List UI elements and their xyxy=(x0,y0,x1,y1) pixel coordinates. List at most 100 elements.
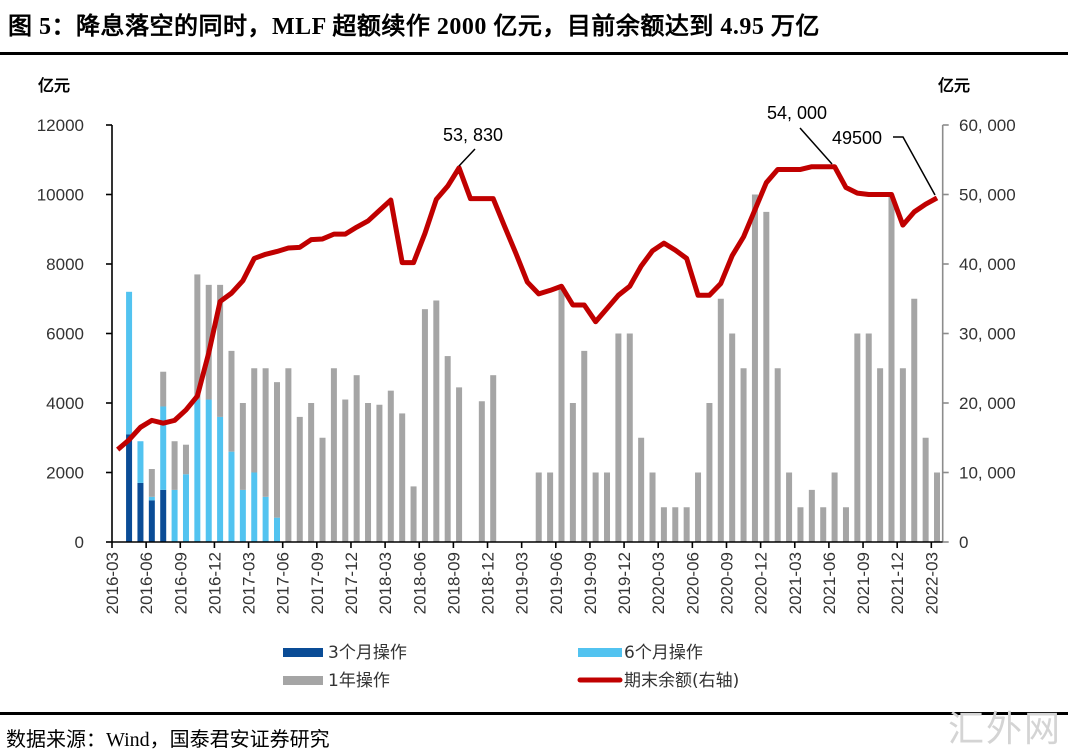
bar-op_1y-2018-01 xyxy=(365,403,372,542)
bar-op_1y-2017-05 xyxy=(274,382,280,518)
x-tick-label: 2019-06 xyxy=(547,552,566,614)
x-tick-label: 2018-09 xyxy=(444,552,463,614)
left-tick-label: 6000 xyxy=(46,325,84,344)
bar-op_1y-2021-10 xyxy=(877,368,884,542)
x-ticks: 2016-03 2016-06 2016-09 2016-12 2017-03 2017-… xyxy=(103,542,941,614)
legend-label-3m: 3个月操作 xyxy=(328,643,407,663)
bar-op_1y-2019-07 xyxy=(569,403,576,542)
balance-line xyxy=(116,164,939,452)
bar-op_3m-2016-07 xyxy=(160,489,167,543)
x-tick-label: 2018-06 xyxy=(410,552,429,614)
legend-label-1y: 1年操作 xyxy=(328,671,390,691)
legend-swatch-1y xyxy=(283,676,323,685)
figure-title: 图 5：降息落空的同时，MLF 超额续作 2000 亿元，目前余额达到 4.95… xyxy=(8,14,820,40)
bar-op_1y-2021-03 xyxy=(797,507,804,542)
mlf-chart: 0 2000 4000 6000 8000 10000 12000 0 10, 000 20, … xyxy=(37,76,1016,691)
right-tick-label: 50, 000 xyxy=(959,186,1016,205)
bar-op_1y-2016-10 xyxy=(194,274,201,400)
bar-op_1y-2016-08 xyxy=(171,441,178,490)
bar-op_1y-2019-09 xyxy=(592,472,599,542)
bar-op_1y-2018-05 xyxy=(410,486,417,542)
legend-label-6m: 6个月操作 xyxy=(624,643,703,663)
bar-op_1y-2020-07 xyxy=(706,403,713,542)
bar-op_1y-2017-11 xyxy=(342,399,349,542)
bar-op_6m-2016-04 xyxy=(126,291,133,435)
annotation-leader-latest xyxy=(893,136,936,196)
bar-op_1y-2016-12 xyxy=(217,284,224,417)
right-axis-unit: 亿元 xyxy=(938,76,970,95)
x-tick-label: 2017-12 xyxy=(342,552,361,614)
bar-op_1y-2019-08 xyxy=(581,350,588,543)
annotation-latest: 49500 xyxy=(832,128,882,148)
bar-op_1y-2021-08 xyxy=(854,333,861,542)
bars-group xyxy=(126,194,941,543)
bar-op_1y-2018-12 xyxy=(490,375,497,542)
bar-op_1y-2018-02 xyxy=(376,404,383,542)
balance-line-group xyxy=(116,164,939,452)
bar-op_1y-2021-05 xyxy=(820,507,827,542)
bar-op_1y-2020-06 xyxy=(695,472,702,542)
left-tick-label: 2000 xyxy=(46,464,84,483)
left-tick-label: 4000 xyxy=(46,394,84,413)
legend-label-balance: 期末余额(右轴) xyxy=(624,671,739,691)
x-tick-label: 2016-06 xyxy=(137,552,156,614)
x-tick-label: 2020-09 xyxy=(717,552,736,614)
bar-op_6m-2016-11 xyxy=(205,399,212,542)
bar-op_1y-2021-09 xyxy=(865,333,872,542)
x-tick-label: 2017-09 xyxy=(308,552,327,614)
bar-op_1y-2021-12 xyxy=(899,368,906,542)
bar-op_1y-2018-08 xyxy=(444,356,451,542)
bar-op_1y-2018-11 xyxy=(478,401,485,542)
bar-op_1y-2020-09 xyxy=(729,333,736,542)
annotations-group: 53, 830 54, 000 49500 xyxy=(443,103,936,196)
source-note: 数据来源：Wind，国泰君安证券研究 xyxy=(6,729,330,751)
x-tick-label: 2018-03 xyxy=(376,552,395,614)
bar-op_1y-2019-10 xyxy=(604,472,611,542)
right-tick-label: 0 xyxy=(959,533,968,552)
x-tick-label: 2017-03 xyxy=(240,552,259,614)
right-tick-label: 30, 000 xyxy=(959,325,1016,344)
annotation-leader-2021 xyxy=(799,127,833,165)
bar-op_3m-2016-06 xyxy=(148,500,155,542)
bar-op_1y-2021-01 xyxy=(774,368,781,542)
bar-op_1y-2019-06 xyxy=(558,288,565,542)
bar-op_6m-2016-09 xyxy=(182,474,189,542)
bar-op_1y-2019-12 xyxy=(626,333,633,542)
legend-swatch-3m xyxy=(283,648,323,657)
bar-op_1y-2017-06 xyxy=(285,368,292,542)
x-tick-label: 2021-09 xyxy=(854,552,873,614)
x-tick-label: 2019-12 xyxy=(615,552,634,614)
bar-op_6m-2017-04 xyxy=(262,496,269,542)
watermark-logo: 汇外网 xyxy=(947,709,1062,750)
x-tick-label: 2018-12 xyxy=(479,552,498,614)
x-tick-label: 2016-03 xyxy=(103,552,122,614)
bar-op_1y-2017-12 xyxy=(353,375,360,542)
bar-op_6m-2017-05 xyxy=(274,517,280,542)
bar-op_1y-2017-02 xyxy=(239,403,246,490)
bar-op_1y-2020-10 xyxy=(740,368,747,542)
bar-op_1y-2018-09 xyxy=(456,387,463,542)
right-y-ticks: 0 10, 000 20, 000 30, 000 40, 000 50, 000 60, … xyxy=(942,116,1016,552)
right-tick-label: 20, 000 xyxy=(959,394,1016,413)
bar-op_1y-2017-03 xyxy=(251,368,258,473)
bar-op_1y-2020-05 xyxy=(683,507,690,542)
left-tick-label: 8000 xyxy=(46,255,84,274)
left-y-ticks: 0 2000 4000 6000 8000 10000 12000 xyxy=(37,116,112,552)
source-divider xyxy=(0,712,1068,715)
bar-op_1y-2020-11 xyxy=(751,194,758,542)
bar-op_1y-2022-03 xyxy=(934,472,941,542)
bar-op_1y-2020-08 xyxy=(717,298,724,542)
left-tick-label: 10000 xyxy=(37,186,84,205)
legend: 3个月操作 6个月操作 1年操作 期末余额(右轴) xyxy=(283,643,739,691)
bar-op_1y-2022-01 xyxy=(911,298,918,542)
bar-op_1y-2021-11 xyxy=(888,194,895,542)
right-tick-label: 10, 000 xyxy=(959,464,1016,483)
left-axis-unit: 亿元 xyxy=(38,76,70,95)
bar-op_6m-2016-08 xyxy=(171,489,178,543)
bar-op_1y-2019-04 xyxy=(535,472,542,542)
x-tick-label: 2020-06 xyxy=(683,552,702,614)
bar-op_3m-2016-05 xyxy=(137,482,144,542)
x-tick-label: 2022-03 xyxy=(922,552,941,614)
x-tick-label: 2017-06 xyxy=(274,552,293,614)
x-tick-label: 2016-12 xyxy=(205,552,224,614)
